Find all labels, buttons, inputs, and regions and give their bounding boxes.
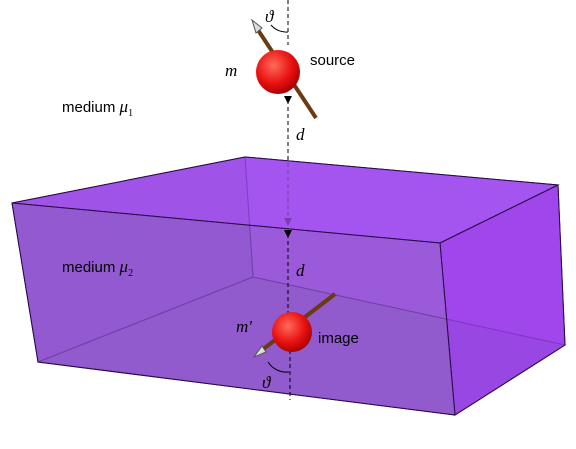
medium-symbol: μ bbox=[119, 257, 129, 276]
image-dipole bbox=[252, 292, 337, 373]
angle-label: ϑ bbox=[262, 373, 272, 392]
source-label: source bbox=[310, 52, 355, 69]
moment-label: m' bbox=[236, 317, 252, 336]
sphere bbox=[272, 312, 312, 352]
angle-label: ϑ bbox=[265, 7, 275, 26]
medium-subscript: 2 bbox=[128, 268, 133, 279]
medium-label: medium μ1 bbox=[62, 97, 133, 119]
medium-label: medium μ2 bbox=[62, 257, 133, 279]
moment-label: m bbox=[225, 61, 237, 80]
medium-subscript: 1 bbox=[128, 108, 133, 119]
angle-arc bbox=[267, 361, 290, 373]
box-front bbox=[11, 156, 566, 416]
distance-label: d bbox=[296, 261, 305, 280]
distance-label: d bbox=[296, 125, 305, 144]
angle-arc bbox=[270, 24, 289, 33]
medium-symbol: μ bbox=[119, 97, 129, 116]
front-face bbox=[11, 202, 456, 416]
sphere bbox=[256, 50, 300, 94]
medium-text: medium bbox=[62, 99, 115, 116]
arrow-tip bbox=[252, 345, 267, 359]
medium-text: medium bbox=[62, 259, 115, 276]
source-dipole bbox=[251, 18, 318, 120]
image-label: image bbox=[318, 330, 359, 347]
arrow-tip bbox=[251, 18, 263, 34]
